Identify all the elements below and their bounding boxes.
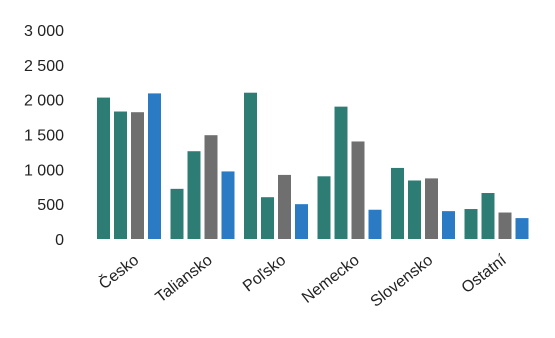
bar	[334, 106, 348, 239]
bar	[425, 178, 438, 239]
bar	[464, 209, 478, 239]
bar	[170, 188, 184, 239]
bar	[317, 176, 331, 239]
y-tick-label: 1 500	[24, 128, 64, 145]
x-category-label: Nemecko	[299, 252, 363, 307]
bar	[97, 97, 110, 240]
x-category-label: Poľsko	[240, 252, 289, 296]
bar	[295, 204, 308, 239]
y-tick-label: 0	[55, 232, 64, 249]
bar	[515, 218, 529, 239]
x-category-label: Ostatní	[459, 251, 511, 296]
bar	[187, 151, 201, 239]
x-category-label: Taliansko	[153, 252, 216, 307]
bar	[391, 167, 404, 239]
bar	[498, 212, 512, 239]
bar-series-group	[97, 92, 529, 240]
bar	[114, 111, 127, 239]
y-tick-label: 2 500	[24, 58, 64, 75]
bar	[442, 211, 455, 239]
bar	[221, 171, 235, 239]
bar	[481, 193, 495, 239]
y-axis-tick-labels: 3 000 2 500 2 000 1 500 1 000 500 0	[24, 23, 64, 249]
bar	[408, 180, 421, 239]
bar	[204, 135, 218, 239]
x-category-label: Slovensko	[368, 252, 437, 311]
bar	[351, 141, 365, 239]
bar	[131, 112, 144, 239]
y-tick-label: 500	[37, 197, 64, 214]
y-tick-label: 1 000	[24, 162, 64, 179]
y-tick-label: 2 000	[24, 93, 64, 110]
bar	[278, 174, 291, 239]
bar	[244, 92, 257, 239]
y-tick-label: 3 000	[24, 23, 64, 40]
x-category-label: Česko	[95, 250, 143, 293]
bar	[148, 93, 161, 239]
bar	[261, 197, 274, 239]
x-axis-category-labels: Česko Taliansko Poľsko Nemecko Slovensko Osta…	[95, 250, 510, 310]
bar	[368, 209, 382, 239]
